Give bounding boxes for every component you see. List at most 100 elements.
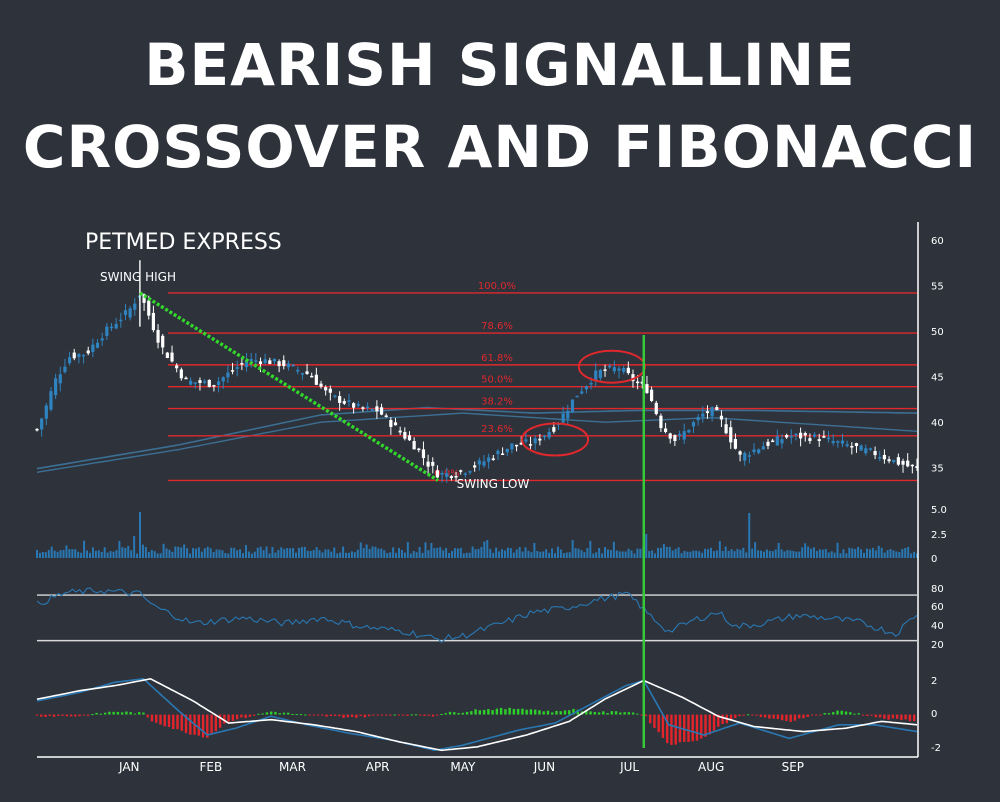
- histogram-bar: [227, 714, 230, 722]
- histogram-bar: [644, 714, 648, 717]
- histogram-bar: [853, 713, 856, 715]
- histogram-bar: [176, 714, 179, 730]
- histogram-bar: [223, 714, 226, 724]
- histogram-bar: [406, 714, 409, 716]
- histogram-bar: [112, 711, 115, 715]
- volume-bar: [683, 550, 686, 558]
- candle-body: [361, 407, 365, 409]
- candle-body: [407, 435, 412, 441]
- volume-bar: [244, 545, 247, 558]
- histogram-bar: [252, 714, 256, 716]
- candle-body: [878, 457, 882, 459]
- volume-tick-label: 5.0: [931, 505, 947, 516]
- candle-body: [133, 303, 137, 310]
- histogram-bar: [734, 714, 737, 718]
- volume-bar: [604, 547, 607, 558]
- volume-bar: [38, 552, 41, 558]
- volume-bar: [860, 549, 863, 558]
- volume-bar: [53, 550, 56, 558]
- volume-bar: [197, 547, 200, 558]
- histogram-bar: [836, 710, 839, 715]
- histogram-bar: [120, 712, 124, 715]
- volume-bar: [200, 551, 203, 558]
- volume-bar: [80, 552, 83, 558]
- volume-bar: [144, 547, 147, 558]
- volume-bar: [712, 551, 715, 558]
- histogram-bar: [602, 711, 605, 715]
- histogram-bar: [832, 712, 835, 715]
- volume-bar: [453, 548, 456, 558]
- histogram-bar: [597, 712, 601, 715]
- volume-bar: [874, 550, 877, 558]
- moving-average-slow: [36, 412, 918, 473]
- volume-bar: [715, 550, 718, 558]
- candle-body: [356, 404, 360, 406]
- volume-bar: [780, 549, 783, 558]
- candle-body: [747, 455, 751, 457]
- volume-bar: [127, 545, 130, 558]
- volume-bar: [748, 513, 751, 558]
- candle-body: [803, 433, 807, 436]
- volume-bar: [171, 551, 174, 558]
- histogram-bar: [840, 710, 843, 715]
- volume-bar: [486, 540, 489, 558]
- highlight-circle: [577, 349, 646, 384]
- volume-bar: [289, 548, 292, 558]
- volume-bar: [333, 547, 336, 558]
- candle-body: [673, 435, 677, 442]
- candle-body: [240, 363, 244, 365]
- month-tick-label: APR: [366, 760, 390, 774]
- macd-panel: 2 0 -2: [35, 676, 941, 754]
- volume-bar: [141, 544, 144, 558]
- volume-bar: [156, 553, 159, 558]
- candle-body: [468, 471, 472, 473]
- candle-body: [808, 438, 812, 442]
- candle-body: [286, 363, 291, 368]
- volume-bar: [356, 549, 359, 558]
- candle-body: [794, 433, 798, 436]
- candle-body: [203, 381, 207, 383]
- moving-average-fast: [36, 406, 918, 470]
- volume-bar: [492, 552, 495, 558]
- volume-bar: [618, 551, 621, 558]
- volume-bar: [733, 551, 736, 558]
- candle-body: [496, 450, 500, 455]
- volume-bar: [133, 536, 136, 558]
- histogram-bar: [355, 714, 358, 718]
- headline-line-1: BEARISH SIGNALLINE: [144, 31, 856, 99]
- candle-body: [594, 370, 598, 381]
- histogram-bar: [116, 711, 120, 715]
- candle-body: [901, 460, 905, 465]
- candle-body: [123, 310, 128, 315]
- histogram-bar: [797, 714, 801, 719]
- volume-bar: [615, 550, 618, 558]
- histogram-bar: [393, 714, 396, 716]
- signal-line: [36, 677, 918, 752]
- volume-bar: [162, 543, 165, 558]
- fib-level-label: 100.0%: [478, 281, 516, 292]
- histogram-bar: [546, 710, 550, 715]
- candle-body: [887, 459, 891, 462]
- histogram-bar: [870, 714, 873, 716]
- candle-body: [696, 417, 700, 421]
- histogram-bar: [457, 713, 460, 715]
- candle-body: [552, 427, 556, 432]
- volume-bar: [821, 549, 824, 558]
- volume-bar: [280, 547, 283, 558]
- volume-bar: [718, 541, 721, 558]
- histogram-bar: [708, 714, 711, 735]
- volume-bar: [109, 551, 112, 558]
- volume-bar: [851, 548, 854, 558]
- candle-body: [342, 401, 346, 404]
- volume-bar: [574, 548, 577, 558]
- volume-bar: [854, 549, 857, 558]
- volume-bar: [677, 547, 680, 558]
- candle-body: [147, 300, 151, 316]
- histogram-bar: [478, 710, 482, 715]
- volume-bar: [548, 552, 551, 558]
- rsi-line: [36, 587, 918, 644]
- candle-body: [831, 441, 835, 444]
- histogram-bar: [512, 708, 516, 715]
- histogram-bar: [274, 711, 277, 715]
- candle-body: [826, 437, 831, 440]
